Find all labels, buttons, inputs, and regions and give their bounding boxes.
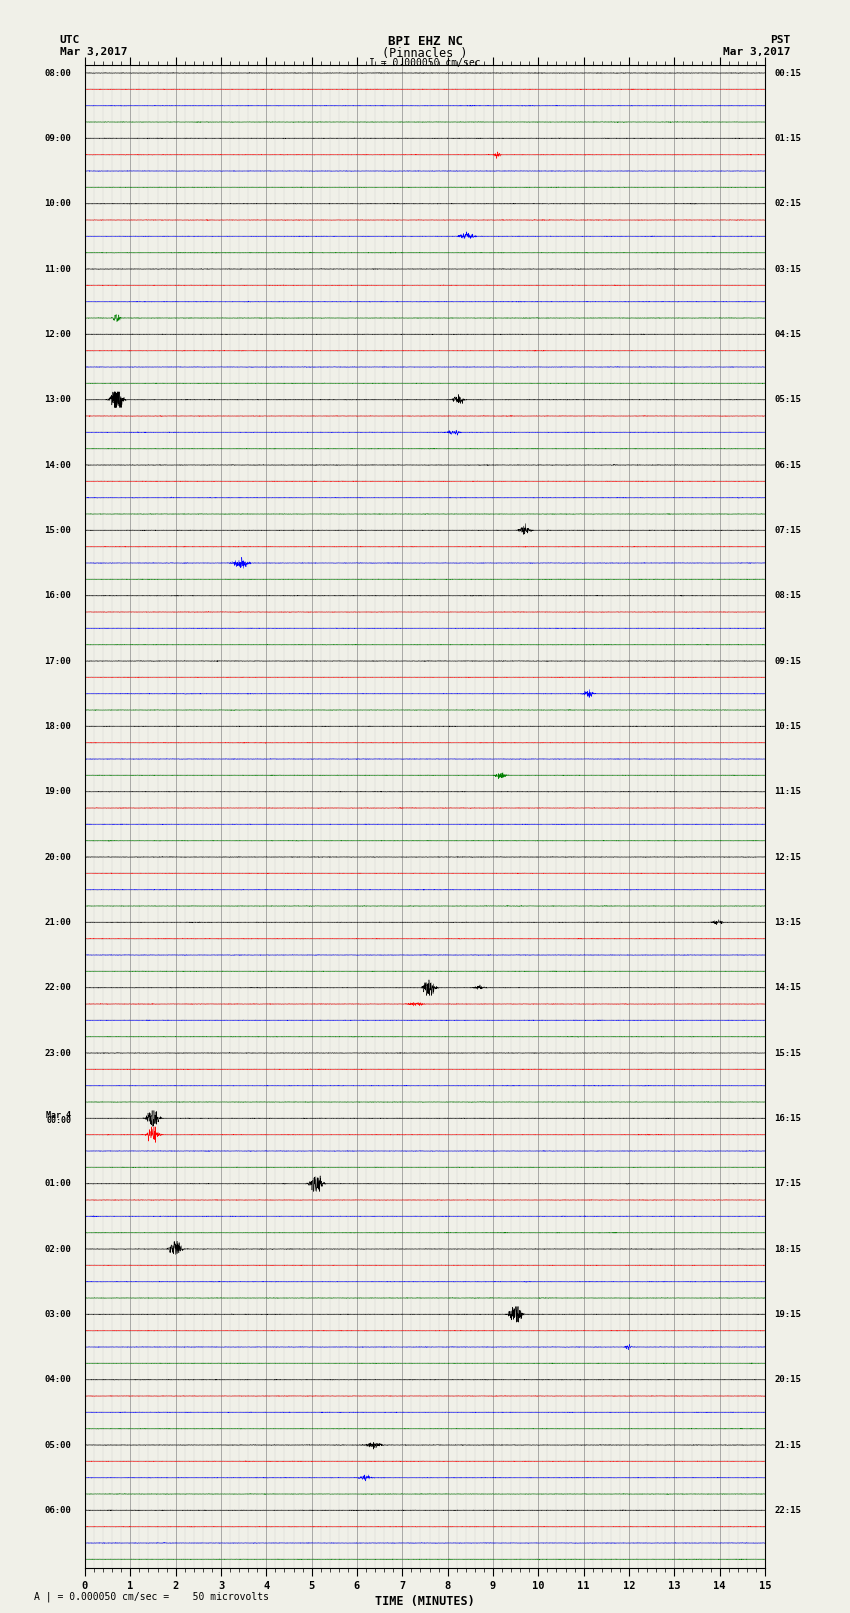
Text: 03:15: 03:15 <box>774 265 801 274</box>
Text: 04:15: 04:15 <box>774 329 801 339</box>
Text: 12:15: 12:15 <box>774 853 801 861</box>
Text: 02:15: 02:15 <box>774 198 801 208</box>
Text: 16:00: 16:00 <box>44 592 71 600</box>
Text: 16:15: 16:15 <box>774 1115 801 1123</box>
Text: 13:15: 13:15 <box>774 918 801 927</box>
Text: 15:00: 15:00 <box>44 526 71 536</box>
Text: (Pinnacles ): (Pinnacles ) <box>382 47 468 60</box>
Text: Mar 4: Mar 4 <box>47 1111 71 1121</box>
Text: 11:00: 11:00 <box>44 265 71 274</box>
Text: 06:00: 06:00 <box>44 1507 71 1515</box>
Text: 09:15: 09:15 <box>774 656 801 666</box>
X-axis label: TIME (MINUTES): TIME (MINUTES) <box>375 1595 475 1608</box>
Text: BPI EHZ NC: BPI EHZ NC <box>388 35 462 48</box>
Text: 08:15: 08:15 <box>774 592 801 600</box>
Text: 18:00: 18:00 <box>44 723 71 731</box>
Text: 19:15: 19:15 <box>774 1310 801 1319</box>
Text: 12:00: 12:00 <box>44 329 71 339</box>
Text: 01:15: 01:15 <box>774 134 801 144</box>
Text: 07:15: 07:15 <box>774 526 801 536</box>
Text: 14:00: 14:00 <box>44 461 71 469</box>
Text: I = 0.000050 cm/sec: I = 0.000050 cm/sec <box>369 58 481 68</box>
Text: 22:00: 22:00 <box>44 984 71 992</box>
Text: 06:15: 06:15 <box>774 461 801 469</box>
Text: A | = 0.000050 cm/sec =    50 microvolts: A | = 0.000050 cm/sec = 50 microvolts <box>34 1590 269 1602</box>
Text: 14:15: 14:15 <box>774 984 801 992</box>
Text: 20:15: 20:15 <box>774 1376 801 1384</box>
Text: UTC: UTC <box>60 35 80 45</box>
Text: 04:00: 04:00 <box>44 1376 71 1384</box>
Text: 09:00: 09:00 <box>44 134 71 144</box>
Text: Mar 3,2017: Mar 3,2017 <box>60 47 127 56</box>
Text: 19:00: 19:00 <box>44 787 71 797</box>
Text: 20:00: 20:00 <box>44 853 71 861</box>
Text: 17:00: 17:00 <box>44 656 71 666</box>
Text: 21:00: 21:00 <box>44 918 71 927</box>
Text: 17:15: 17:15 <box>774 1179 801 1189</box>
Text: 10:00: 10:00 <box>44 198 71 208</box>
Text: 22:15: 22:15 <box>774 1507 801 1515</box>
Text: 02:00: 02:00 <box>44 1245 71 1253</box>
Text: 00:00: 00:00 <box>47 1116 71 1126</box>
Text: 03:00: 03:00 <box>44 1310 71 1319</box>
Text: 21:15: 21:15 <box>774 1440 801 1450</box>
Text: 15:15: 15:15 <box>774 1048 801 1058</box>
Text: 11:15: 11:15 <box>774 787 801 797</box>
Text: 01:00: 01:00 <box>44 1179 71 1189</box>
Text: 05:00: 05:00 <box>44 1440 71 1450</box>
Text: 13:00: 13:00 <box>44 395 71 405</box>
Text: 23:00: 23:00 <box>44 1048 71 1058</box>
Text: Mar 3,2017: Mar 3,2017 <box>723 47 791 56</box>
Text: 10:15: 10:15 <box>774 723 801 731</box>
Text: 18:15: 18:15 <box>774 1245 801 1253</box>
Text: 00:15: 00:15 <box>774 68 801 77</box>
Text: 05:15: 05:15 <box>774 395 801 405</box>
Text: PST: PST <box>770 35 790 45</box>
Text: 08:00: 08:00 <box>44 68 71 77</box>
